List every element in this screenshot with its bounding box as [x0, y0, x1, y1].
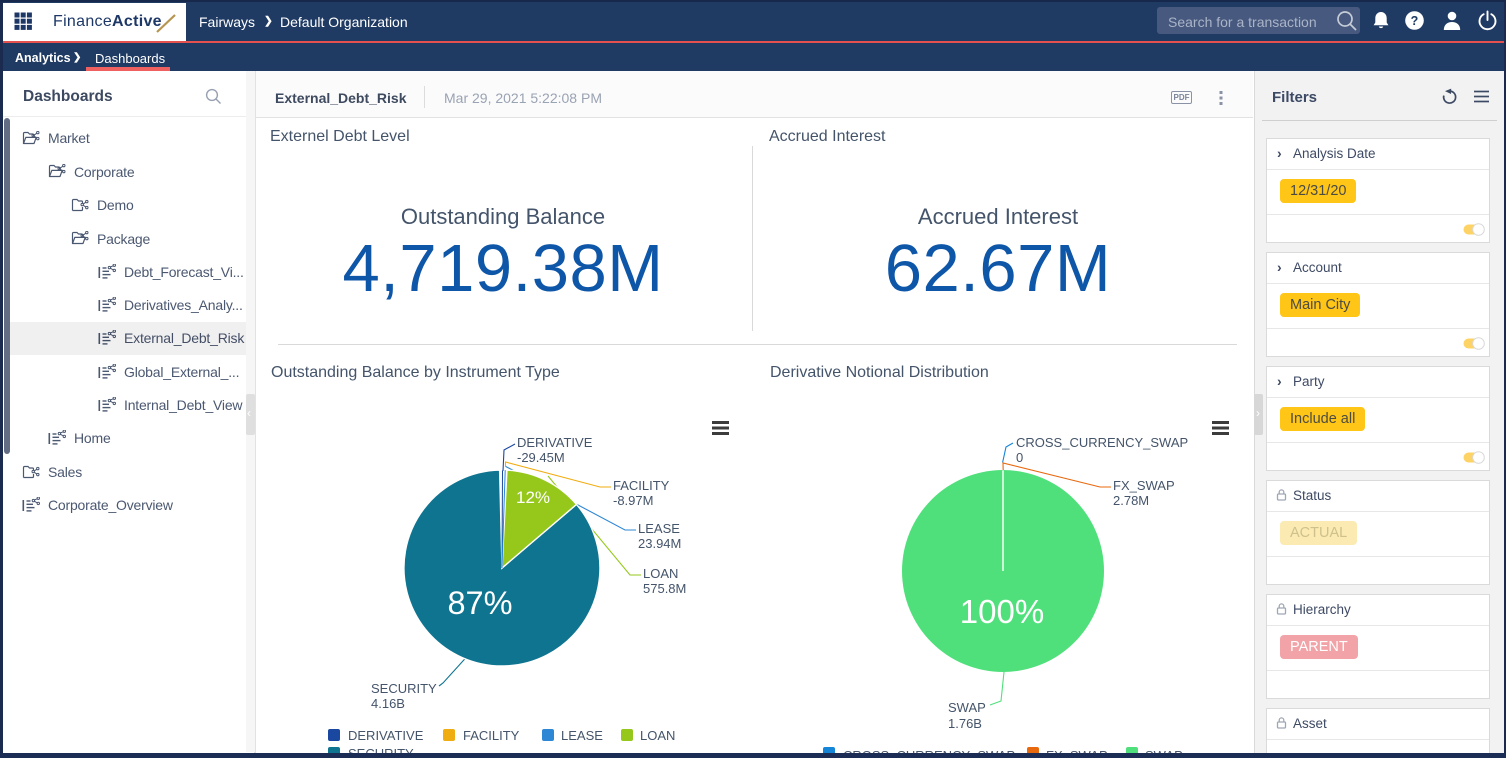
- svg-text:100%: 100%: [960, 593, 1044, 630]
- svg-text:575.8M: 575.8M: [643, 581, 686, 596]
- svg-text:1.76B: 1.76B: [948, 716, 982, 731]
- svg-text:LOAN: LOAN: [643, 566, 678, 581]
- svg-text:87%: 87%: [447, 585, 512, 621]
- svg-text:-8.97M: -8.97M: [613, 493, 653, 508]
- svg-text:FX_SWAP: FX_SWAP: [1113, 478, 1175, 493]
- svg-text:12%: 12%: [516, 488, 550, 507]
- svg-text:2.78M: 2.78M: [1113, 493, 1149, 508]
- svg-text:FACILITY: FACILITY: [613, 478, 670, 493]
- svg-text:-29.45M: -29.45M: [517, 450, 565, 465]
- svg-text:CROSS_CURRENCY_SWAP: CROSS_CURRENCY_SWAP: [1016, 435, 1188, 450]
- svg-text:SWAP: SWAP: [948, 700, 986, 715]
- svg-text:LEASE: LEASE: [638, 521, 680, 536]
- svg-text:?: ?: [1411, 14, 1419, 28]
- svg-text:4.16B: 4.16B: [371, 696, 405, 711]
- svg-text:23.94M: 23.94M: [638, 536, 681, 551]
- svg-text:0: 0: [1016, 450, 1023, 465]
- svg-text:SECURITY: SECURITY: [371, 681, 437, 696]
- svg-text:DERIVATIVE: DERIVATIVE: [517, 435, 593, 450]
